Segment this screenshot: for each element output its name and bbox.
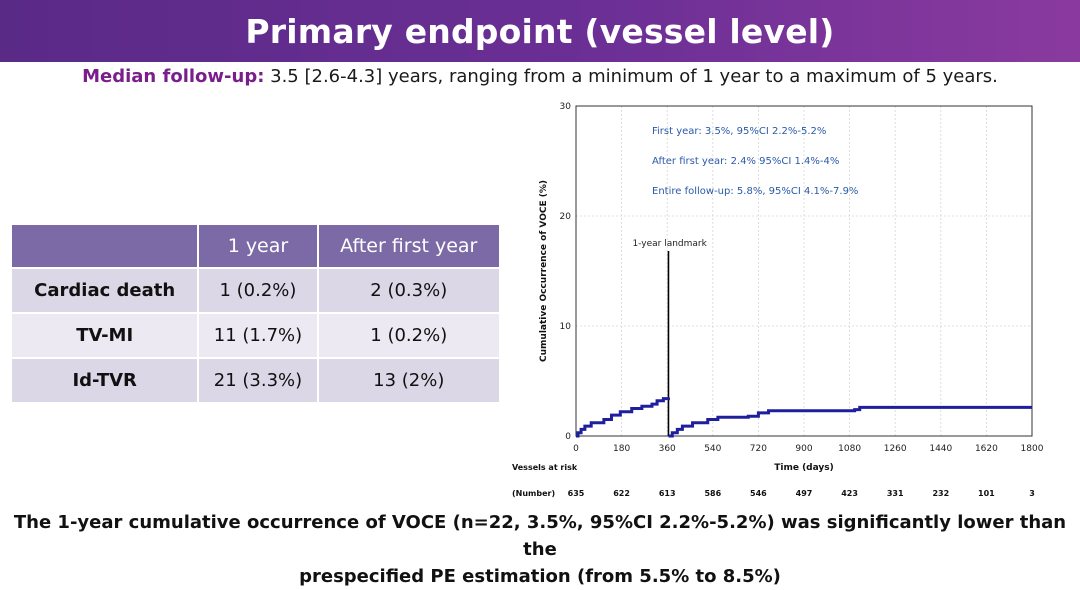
x-tick-label: 1440 [929,444,952,454]
annotation-text: Entire follow-up: 5.8%, 95%CI 4.1%-7.9% [652,186,858,197]
km-curve-first-year [576,397,670,438]
y-axis-label: Cumulative Occurrence of VOCE (%) [539,180,549,362]
table-header-corner [12,225,198,267]
risk-value: 613 [659,489,676,498]
risk-value: 423 [841,489,858,498]
x-tick-label: 720 [750,444,767,454]
x-axis-label: Time (days) [774,463,834,473]
risk-value: 622 [613,489,630,498]
cell-after: 13 (2%) [318,359,499,402]
cell-year1: 1 (0.2%) [199,269,317,312]
voce-chart-svg: 0 180 360 540 720 900 1080 1260 1440 1620 1800 0 10 2… [512,102,1044,498]
risk-table-row-label: (Number) [512,489,555,498]
plot-frame [575,105,1033,437]
y-tick-label: 20 [560,212,572,222]
slide-title: Primary endpoint (vessel level) [245,11,835,51]
voce-chart: 0 180 360 540 720 900 1080 1260 1440 1620 1800 0 10 2… [510,96,1070,506]
risk-value: 3 [1029,489,1035,498]
conclusion: The 1-year cumulative occurrence of VOCE… [0,509,1080,590]
x-tick-label: 1080 [838,444,861,454]
y-tick-label: 10 [560,322,572,332]
table-row: Cardiac death 1 (0.2%) 2 (0.3%) [12,269,499,312]
y-tick-label: 0 [565,432,571,442]
y-tick-label: 30 [560,102,572,112]
title-bar: Primary endpoint (vessel level) [0,0,1080,62]
table-header-row: 1 year After first year [12,225,499,267]
risk-table-title: Vessels at risk [512,463,578,472]
annotation-text: First year: 3.5%, 95%CI 2.2%-5.2% [652,126,826,137]
annotation-text: After first year: 2.4% 95%CI 1.4%-4% [652,156,839,167]
risk-value: 331 [887,489,904,498]
x-tick-label: 1620 [975,444,998,454]
row-label-tv-mi: TV-MI [12,314,198,357]
x-tick-label: 180 [613,444,630,454]
risk-value: 586 [704,489,721,498]
risk-value: 497 [796,489,813,498]
table-row: TV-MI 11 (1.7%) 1 (0.2%) [12,314,499,357]
risk-value: 101 [978,489,995,498]
cell-year1: 21 (3.3%) [199,359,317,402]
followup-label: Median follow-up: [82,66,265,87]
followup-line: Median follow-up: 3.5 [2.6-4.3] years, r… [0,66,1080,87]
followup-text: 3.5 [2.6-4.3] years, ranging from a mini… [264,66,998,87]
x-tick-label: 0 [573,444,579,454]
risk-value: 232 [932,489,949,498]
conclusion-line-2: prespecified PE estimation (from 5.5% to… [299,566,781,587]
x-tick-label: 540 [704,444,721,454]
table-row: Id-TVR 21 (3.3%) 13 (2%) [12,359,499,402]
cell-after: 2 (0.3%) [318,269,499,312]
risk-value: 546 [750,489,767,498]
events-table: 1 year After first year Cardiac death 1 … [10,223,501,404]
conclusion-line-1: The 1-year cumulative occurrence of VOCE… [13,512,1067,560]
table-header-after-first-year: After first year [318,225,499,267]
km-curve-after-first-year [668,405,1032,438]
x-tick-label: 360 [659,444,676,454]
landmark-label: 1-year landmark [632,239,707,249]
x-tick-label: 1800 [1021,444,1044,454]
cell-after: 1 (0.2%) [318,314,499,357]
row-label-cardiac-death: Cardiac death [12,269,198,312]
x-tick-label: 900 [795,444,812,454]
table-header-1-year: 1 year [199,225,317,267]
cell-year1: 11 (1.7%) [199,314,317,357]
x-tick-label: 1260 [884,444,907,454]
row-label-id-tvr: Id-TVR [12,359,198,402]
risk-value: 635 [568,489,585,498]
